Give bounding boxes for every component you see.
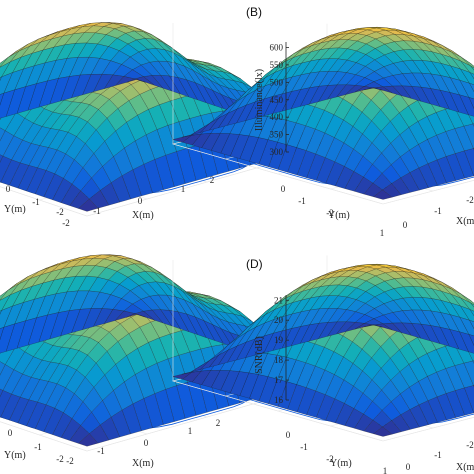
y-axis-label: Y(m) <box>4 450 26 461</box>
z-tick-label: 21 <box>274 295 283 305</box>
x-tick-label: 1 <box>188 426 193 436</box>
y-tick-label: 0 <box>8 428 13 438</box>
z-tick-label: 550 <box>270 60 284 70</box>
y-tick-label: -1 <box>34 442 42 452</box>
floor-gridline <box>382 180 474 205</box>
y-tick-label: -1 <box>300 442 308 452</box>
y-tick-label: 1 <box>0 0 2 2</box>
y-axis-label: Y(m) <box>328 210 350 221</box>
x-tick-label: 1 <box>181 184 186 194</box>
panel-label: (B) <box>246 5 262 19</box>
surface-cell <box>0 57 9 68</box>
surface-cell <box>0 155 12 183</box>
x-tick-label: -1 <box>93 206 101 216</box>
y-tick-label: 0 <box>281 184 286 194</box>
z-tick-label: 350 <box>270 130 284 140</box>
y-tick-label: 0 <box>286 430 291 440</box>
z-tick-label: 600 <box>270 43 284 53</box>
x-tick-label: -1 <box>434 450 442 460</box>
x-axis-label: X(m) <box>456 216 474 227</box>
surface-cell <box>0 294 11 312</box>
z-tick-label: 16 <box>274 395 284 405</box>
y-tick-label: 2 <box>0 0 2 2</box>
y-tick-label: -2 <box>326 454 334 464</box>
x-tick-label: 2 <box>216 418 221 428</box>
floor-gridline <box>172 380 384 442</box>
x-tick-label: 0 <box>144 438 149 448</box>
panel-label: (D) <box>246 257 263 271</box>
surface-cell <box>0 327 5 340</box>
surface-cell <box>363 324 383 328</box>
z-axis-label: Illuminance(lx) <box>254 69 265 131</box>
x-tick-label: 0 <box>406 462 411 472</box>
floor-gridline <box>0 186 88 217</box>
x-tick-label: -2 <box>466 195 474 205</box>
z-tick-label: 18 <box>274 355 284 365</box>
z-tick-label: 500 <box>270 77 284 87</box>
y-tick-label: 1 <box>0 0 2 2</box>
y-axis-label: Y(m) <box>4 204 26 215</box>
surface-cell <box>0 76 2 81</box>
z-tick-label: 20 <box>274 315 284 325</box>
y-tick-label: -2 <box>56 454 64 464</box>
surface-cell <box>0 290 9 301</box>
x-tick-label: -2 <box>66 456 74 466</box>
x-tick-label: -1 <box>434 206 442 216</box>
y-tick-label: -1 <box>298 196 306 206</box>
z-tick-label: 400 <box>270 112 284 122</box>
surface-cell <box>0 127 6 142</box>
x-axis-label: X(m) <box>132 458 154 469</box>
x-tick-label: 0 <box>403 220 408 230</box>
x-tick-label: -1 <box>97 446 105 456</box>
x-tick-label: 1 <box>380 228 385 238</box>
y-axis-label: Y(m) <box>330 458 352 469</box>
surface-cell <box>0 92 5 106</box>
y-tick-label: 0 <box>6 184 11 194</box>
x-tick-label: 2 <box>210 175 215 185</box>
x-tick-label: -2 <box>62 218 70 228</box>
z-tick-label: 17 <box>274 375 284 385</box>
x-tick-label: -2 <box>466 440 474 450</box>
floor-gridline <box>172 143 384 205</box>
surface-cell <box>0 388 4 398</box>
z-tick-label: 300 <box>270 147 284 157</box>
surface-cell <box>0 154 4 163</box>
x-axis-label: X(m) <box>132 210 154 221</box>
x-tick-label: 0 <box>138 196 143 206</box>
subplot-1: 300 350 400 450 500 550 600 Illuminance(lx) -2 -1… <box>0 0 474 238</box>
y-tick-label: -2 <box>56 207 64 217</box>
x-tick-label: 1 <box>383 466 388 474</box>
surface-cell <box>0 310 2 315</box>
surface-cell <box>0 61 11 78</box>
z-tick-label: 450 <box>270 95 284 105</box>
x-axis-label: X(m) <box>456 462 474 473</box>
surface-cell <box>0 390 12 418</box>
surface-cell <box>363 87 383 91</box>
floor-gridline <box>0 421 88 452</box>
y-tick-label: 2 <box>0 0 2 2</box>
floor-gridline <box>382 417 474 442</box>
z-axis-label: SNR(dB) <box>254 336 265 374</box>
y-tick-label: -1 <box>32 197 40 207</box>
z-tick-label: 19 <box>274 335 284 345</box>
surface-cell <box>0 361 6 376</box>
y-tick-label: -2 <box>326 208 334 218</box>
